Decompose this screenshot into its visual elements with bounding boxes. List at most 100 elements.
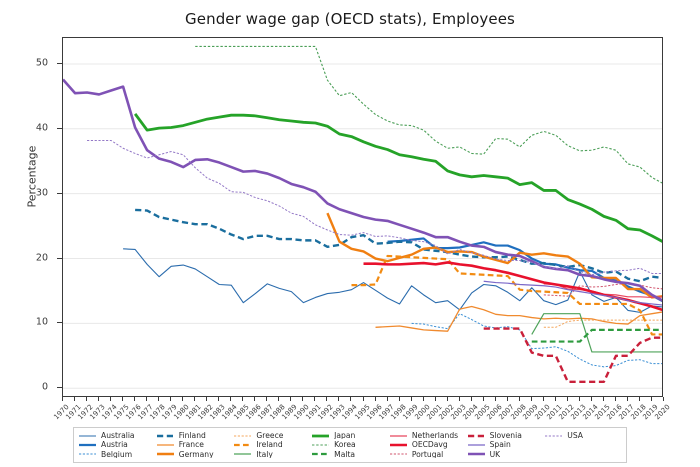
legend-item-netherlands[interactable]: Netherlands — [389, 431, 467, 440]
x-tick-mark — [410, 397, 412, 401]
x-tick-mark — [398, 397, 400, 401]
x-tick-mark — [314, 397, 316, 401]
legend-label: Korea — [334, 441, 356, 449]
x-tick-mark — [278, 397, 280, 401]
legend-item-japan[interactable]: Japan — [311, 431, 389, 440]
legend-item-spain[interactable]: Spain — [467, 440, 545, 449]
legend-swatch-icon — [467, 441, 486, 449]
y-tick-mark — [57, 127, 62, 129]
y-tick-label: 40 — [35, 122, 48, 134]
legend-item-france[interactable]: France — [156, 440, 234, 449]
x-tick-mark — [374, 397, 376, 401]
x-tick-mark — [590, 397, 592, 401]
legend-item-belgium[interactable]: Belgium — [78, 450, 156, 459]
legend-label: France — [178, 441, 204, 449]
y-tick-label: 50 — [35, 57, 48, 69]
x-tick-mark — [302, 397, 304, 401]
legend-item-portugal[interactable]: Portugal — [389, 450, 467, 459]
chart-legend[interactable]: Australia Austria Belgium Finland France Germ… — [73, 427, 627, 463]
x-tick-mark — [62, 397, 63, 401]
x-tick-mark — [98, 397, 100, 401]
legend-item-ireland[interactable]: Ireland — [233, 440, 311, 449]
legend-item-australia[interactable]: Australia — [78, 431, 156, 440]
plot-svg — [63, 45, 662, 389]
x-tick-mark — [638, 397, 640, 401]
legend-label: OECDavg — [411, 441, 448, 449]
x-tick-mark — [338, 397, 340, 401]
legend-item-usa[interactable]: USA — [544, 431, 622, 440]
legend-swatch-icon — [156, 432, 175, 440]
x-tick-mark — [122, 397, 124, 401]
legend-label: Australia — [101, 431, 135, 440]
y-tick-label: 30 — [35, 187, 48, 199]
x-tick-mark — [206, 397, 208, 401]
x-tick-mark — [542, 397, 544, 401]
x-tick-mark — [434, 397, 436, 401]
legend-item-uk[interactable]: UK — [467, 450, 545, 459]
x-tick-mark — [182, 397, 184, 401]
series-line-greece — [543, 319, 662, 328]
series-line-korea — [195, 45, 662, 184]
x-tick-mark — [530, 397, 532, 401]
x-tick-mark — [218, 397, 220, 401]
legend-item-italy[interactable]: Italy — [233, 450, 311, 459]
legend-swatch-icon — [467, 450, 486, 458]
series-line-japan — [133, 113, 662, 243]
legend-item-germany[interactable]: Germany — [156, 450, 234, 459]
legend-item-malta[interactable]: Malta — [311, 450, 389, 459]
x-tick-mark — [146, 397, 148, 401]
series-line-slovenia — [483, 327, 662, 383]
x-tick-mark — [446, 397, 448, 401]
y-tick-label: 10 — [35, 316, 48, 328]
legend-label: Greece — [256, 431, 284, 440]
legend-label: Netherlands — [411, 431, 459, 440]
x-tick-mark — [494, 397, 496, 401]
legend-swatch-icon — [78, 450, 97, 458]
legend-label: Germany — [178, 450, 214, 459]
x-tick-mark — [506, 397, 508, 401]
series-line-usa — [87, 139, 662, 276]
legend-label: UK — [489, 450, 501, 459]
legend-item-finland[interactable]: Finland — [156, 431, 234, 440]
x-tick-mark — [230, 397, 232, 401]
series-line-finland — [135, 208, 662, 283]
y-tick-label: 0 — [41, 381, 48, 393]
x-tick-mark — [482, 397, 484, 401]
legend-label: USA — [567, 431, 583, 440]
x-tick-mark — [350, 397, 352, 401]
x-tick-mark — [194, 397, 196, 401]
series-line-oecdavg — [363, 261, 662, 312]
x-tick-mark — [626, 397, 628, 401]
chart-title: Gender wage gap (OECD stats), Employees — [185, 10, 515, 28]
series-line-italy — [531, 313, 662, 353]
x-tick-mark — [470, 397, 472, 401]
series-line-germany — [326, 212, 662, 299]
legend-label: Slovenia — [489, 431, 522, 440]
legend-swatch-icon — [311, 450, 330, 458]
y-tick-mark — [57, 192, 62, 194]
x-tick-mark — [86, 397, 88, 401]
y-tick-mark — [57, 62, 62, 64]
y-tick-label: 20 — [35, 252, 48, 264]
legend-item-korea[interactable]: Korea — [311, 440, 389, 449]
series-line-portugal — [543, 282, 662, 297]
x-tick-mark — [566, 397, 568, 401]
legend-label: Finland — [178, 431, 206, 440]
x-tick-mark — [170, 397, 172, 401]
series-line-malta — [531, 328, 662, 343]
x-tick-mark — [266, 397, 268, 401]
series-line-spain — [483, 280, 662, 306]
legend-swatch-icon — [78, 441, 97, 449]
legend-swatch-icon — [156, 441, 175, 449]
legend-label: Austria — [101, 441, 128, 449]
legend-item-greece[interactable]: Greece — [233, 431, 311, 440]
legend-item-oecdavg[interactable]: OECDavg — [389, 440, 467, 449]
legend-item-austria[interactable]: Austria — [78, 440, 156, 449]
x-tick-mark — [242, 397, 244, 401]
legend-item-slovenia[interactable]: Slovenia — [467, 431, 545, 440]
x-tick-mark — [74, 397, 76, 401]
legend-label: Portugal — [411, 450, 444, 459]
legend-label: Japan — [334, 431, 356, 440]
series-line-uk — [63, 78, 662, 302]
